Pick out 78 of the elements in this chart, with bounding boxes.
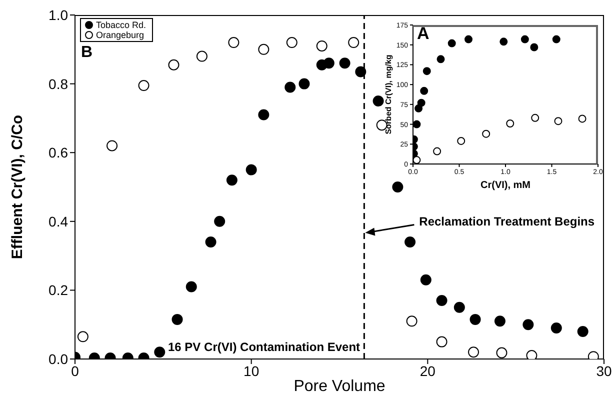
annotation: B xyxy=(81,44,93,62)
legend-label: Tobacco Rd. xyxy=(96,20,146,30)
point xyxy=(406,316,418,327)
point xyxy=(552,35,560,44)
x-tick-label: 20 xyxy=(420,362,436,379)
point xyxy=(420,86,428,95)
x-tick-label: 0 xyxy=(71,362,80,379)
point xyxy=(413,120,421,128)
x-axis-title: Cr(VI), mM xyxy=(480,180,530,191)
point xyxy=(554,117,562,126)
point xyxy=(506,119,514,128)
point xyxy=(422,67,431,76)
point xyxy=(420,274,432,286)
point xyxy=(214,216,226,227)
point xyxy=(436,336,448,348)
y-tick-label: 0.0 xyxy=(48,350,68,367)
point xyxy=(448,39,456,48)
point xyxy=(526,350,538,359)
point xyxy=(436,295,448,306)
point xyxy=(138,80,150,92)
point xyxy=(348,37,360,48)
point xyxy=(246,164,257,176)
point xyxy=(372,96,384,106)
y-tick-label: 0.6 xyxy=(48,144,68,161)
point xyxy=(531,114,540,122)
point xyxy=(520,35,529,44)
point xyxy=(578,114,586,123)
point xyxy=(457,136,466,145)
point xyxy=(168,59,180,70)
point xyxy=(530,43,538,52)
y-tick-label: 0.4 xyxy=(48,213,68,230)
point xyxy=(494,316,506,327)
point xyxy=(464,35,472,44)
x-tick-label: 30 xyxy=(596,362,612,379)
y-axis-title: Sorbed Cr(VI), mg/kg xyxy=(384,54,393,134)
y-tick-label: 0.8 xyxy=(48,76,68,92)
point xyxy=(436,55,445,64)
point xyxy=(172,314,183,325)
x-axis-title: Pore Volume xyxy=(294,378,386,395)
point xyxy=(228,37,240,48)
point xyxy=(226,174,238,186)
y-tick-label: 1.0 xyxy=(48,6,68,23)
point xyxy=(470,314,481,325)
point xyxy=(392,182,404,192)
point xyxy=(258,109,270,120)
point xyxy=(577,326,588,337)
point xyxy=(196,50,208,62)
legend-label: Orangeburg xyxy=(96,30,144,40)
point xyxy=(468,346,480,358)
point xyxy=(433,147,442,156)
point xyxy=(500,38,508,46)
point xyxy=(316,40,328,52)
y-axis-title: Effluent Cr(VI), C/Co xyxy=(9,114,26,260)
point xyxy=(323,58,334,69)
point xyxy=(454,302,465,313)
point xyxy=(355,66,366,78)
point xyxy=(550,322,562,334)
point xyxy=(284,82,296,93)
point xyxy=(186,281,197,292)
point xyxy=(404,236,416,248)
point xyxy=(417,98,426,107)
point xyxy=(258,44,270,55)
point xyxy=(339,58,350,69)
point xyxy=(106,140,118,152)
point xyxy=(154,346,166,358)
annotation: 16 PV Cr(VI) Contamination Event xyxy=(168,340,360,354)
point xyxy=(413,156,421,164)
point xyxy=(496,347,508,358)
point xyxy=(482,130,490,138)
annotation: A xyxy=(417,24,430,44)
point xyxy=(286,37,298,48)
ref-line-label: Reclamation Treatment Begins xyxy=(419,214,595,229)
point xyxy=(522,319,534,330)
y-tick-label: 0.2 xyxy=(48,282,68,298)
x-tick-label: 10 xyxy=(244,362,260,379)
point xyxy=(298,78,310,90)
point xyxy=(205,236,216,248)
point xyxy=(77,331,88,342)
